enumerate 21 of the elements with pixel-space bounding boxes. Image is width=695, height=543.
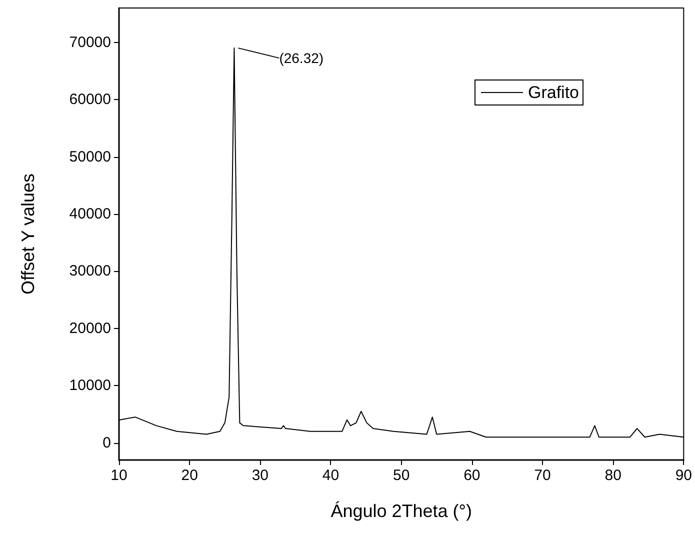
y-tick-label: 50000 bbox=[69, 148, 111, 166]
annotation: (26.32) bbox=[279, 50, 324, 66]
y-tick-label: 10000 bbox=[69, 377, 111, 394]
x-tick-label: 10 bbox=[110, 467, 128, 484]
x-tick-label: 70 bbox=[534, 467, 551, 484]
y-tick-label: 30000 bbox=[69, 262, 111, 280]
y-axis-title: Offset Y values bbox=[18, 173, 38, 295]
y-tick-label: 0 bbox=[102, 434, 111, 452]
x-tick-label: 80 bbox=[604, 467, 622, 484]
x-tick-label: 50 bbox=[392, 467, 410, 484]
y-tick-label: 20000 bbox=[69, 320, 111, 337]
y-tick-label: 40000 bbox=[69, 205, 111, 222]
y-tick-label: 70000 bbox=[69, 34, 111, 51]
x-tick-label: 20 bbox=[181, 467, 198, 484]
x-axis-title: Ángulo 2Theta (°) bbox=[330, 501, 472, 521]
x-tick-label: 40 bbox=[322, 467, 340, 484]
legend-label: Grafito bbox=[528, 83, 580, 102]
y-tick-label: 60000 bbox=[69, 91, 111, 108]
x-tick-label: 90 bbox=[675, 467, 692, 484]
x-tick-label: 30 bbox=[252, 467, 269, 484]
x-tick-label: 60 bbox=[464, 467, 480, 484]
